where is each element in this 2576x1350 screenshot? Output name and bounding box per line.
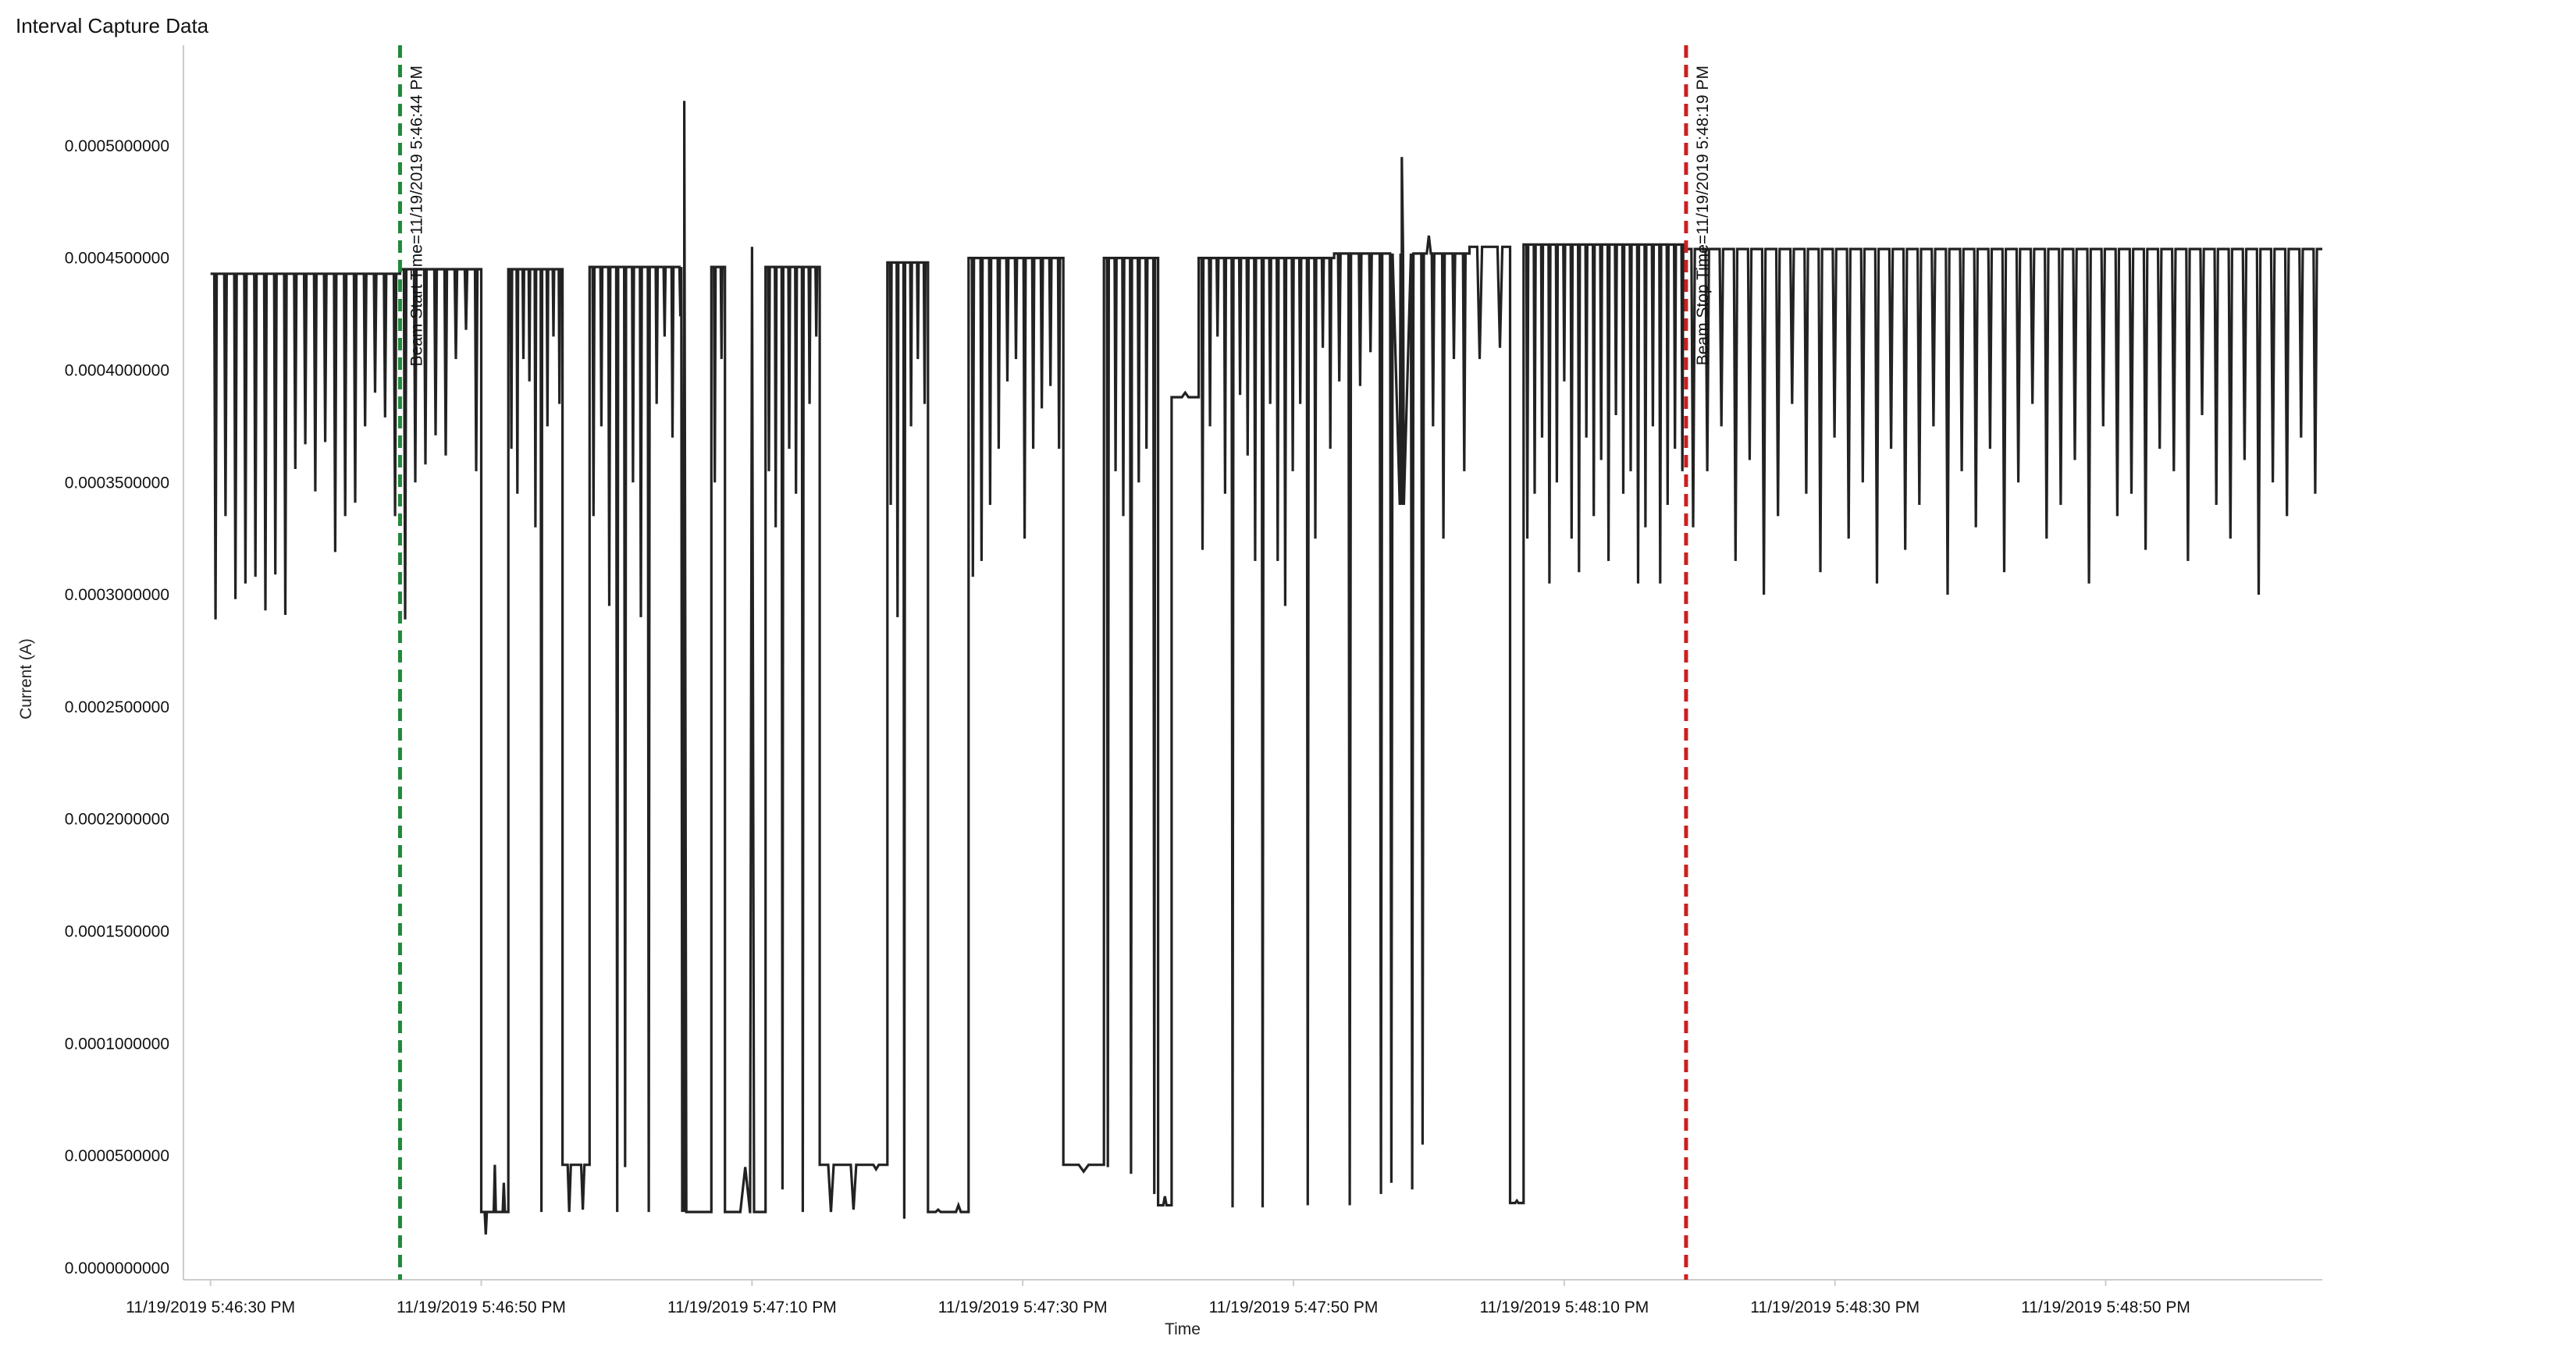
y-tick-label: 0.0004000000 — [65, 361, 169, 379]
series-layer — [210, 101, 2322, 1235]
x-tick-label: 11/19/2019 5:46:50 PM — [397, 1298, 566, 1316]
x-axis-title: Time — [1165, 1320, 1201, 1338]
y-tick-label: 0.0002500000 — [65, 698, 169, 716]
x-tick-label: 11/19/2019 5:48:30 PM — [1750, 1298, 1920, 1316]
series-line-0 — [210, 101, 2322, 1235]
y-tick-label: 0.0003000000 — [65, 586, 169, 604]
x-tick-label: 11/19/2019 5:47:30 PM — [938, 1298, 1108, 1316]
y-tick-label: 0.0001000000 — [65, 1035, 169, 1053]
y-tick-label: 0.0001500000 — [65, 923, 169, 941]
y-axis-title: Current (A) — [17, 638, 35, 719]
beam-markers: Beam Start Time=11/19/2019 5:46:44 PM Bea… — [397, 45, 1712, 1280]
beam-marker-label-0: Beam Start Time=11/19/2019 5:46:44 PM — [407, 66, 425, 366]
chart-title: Interval Capture Data — [16, 14, 209, 37]
x-axis-ticks: 11/19/2019 5:46:30 PM 11/19/2019 5:46:50 … — [126, 1280, 2190, 1316]
y-tick-label: 0.0004500000 — [65, 250, 169, 268]
y-tick-label: 0.0000500000 — [65, 1147, 169, 1165]
y-tick-label: 0.0002000000 — [65, 811, 169, 829]
x-tick-label: 11/19/2019 5:47:50 PM — [1209, 1298, 1379, 1316]
x-tick-label: 11/19/2019 5:46:30 PM — [126, 1298, 295, 1316]
y-tick-label: 0.0003500000 — [65, 474, 169, 492]
y-axis-ticks: 0.0000000000 0.0000500000 0.0001000000 0.00… — [65, 137, 169, 1277]
beam-marker-label-1: Beam Stop Time=11/19/2019 5:48:19 PM — [1694, 66, 1712, 365]
x-tick-label: 11/19/2019 5:48:50 PM — [2021, 1298, 2190, 1316]
y-tick-label: 0.0000000000 — [65, 1259, 169, 1277]
y-tick-label: 0.0005000000 — [65, 137, 169, 155]
x-tick-label: 11/19/2019 5:47:10 PM — [667, 1298, 837, 1316]
x-tick-label: 11/19/2019 5:48:10 PM — [1479, 1298, 1649, 1316]
axes — [183, 45, 2322, 1281]
